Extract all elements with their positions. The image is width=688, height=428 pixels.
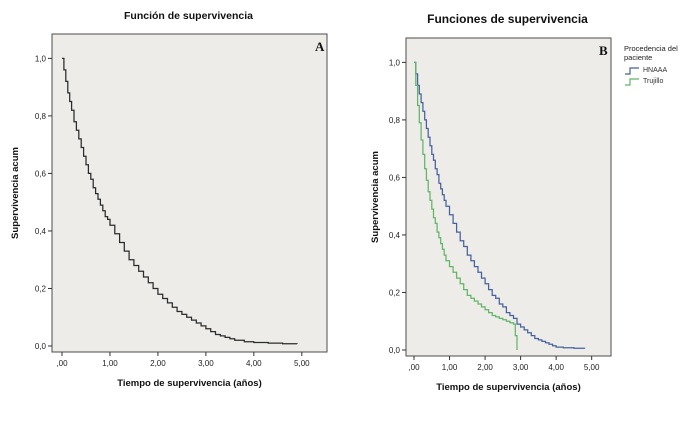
x-tick-label: 3,00 — [513, 363, 529, 372]
y-tick-label: 1,0 — [35, 54, 47, 63]
x-tick-label: 3,00 — [198, 359, 214, 368]
y-tick-label: 0,8 — [389, 116, 401, 125]
x-tick-label: 4,00 — [548, 363, 564, 372]
y-tick-label: 0,0 — [389, 346, 401, 355]
survival-curve-main — [62, 57, 298, 345]
y-tick-label: 0,6 — [35, 169, 47, 178]
survival-curve-trujillo — [414, 61, 518, 350]
y-tick-label: 0,6 — [389, 173, 401, 182]
x-tick-label: 5,00 — [294, 359, 310, 368]
panel-letter: A — [315, 39, 325, 54]
legend-swatch-trujillo — [625, 78, 639, 86]
chart-b-plot: ,00 1,00 2,00 3,00 4,00 5,00 0,0 0,2 0,4 0,6 0,8 1,… — [370, 37, 612, 393]
x-axis-label: Tiempo de supervivencia (años) — [436, 382, 580, 393]
y-tick-label: 0,8 — [35, 112, 47, 121]
y-tick-label: 0,0 — [35, 342, 47, 351]
x-tick-label: ,00 — [408, 363, 420, 372]
y-tick-label: 0,4 — [35, 227, 47, 236]
legend-label-hnaaa: HNAAA — [643, 66, 668, 74]
plot-area — [51, 33, 328, 353]
legend: Procedencia del paciente HNAAA Trujillo — [624, 44, 688, 87]
legend-item-trujillo: Trujillo — [624, 76, 688, 87]
x-tick-label: 2,00 — [150, 359, 166, 368]
legend-swatch-line — [625, 78, 639, 86]
y-tick-label: 0,2 — [389, 288, 401, 297]
plot-area — [405, 37, 612, 357]
y-axis-label: Supervivencia acum — [10, 147, 21, 239]
y-tick-label: 0,4 — [389, 231, 401, 240]
legend-title: Procedencia del paciente — [624, 44, 678, 62]
legend-swatch-line — [625, 67, 639, 75]
x-tick-label: 1,00 — [442, 363, 458, 372]
x-tick-label: 1,00 — [102, 359, 118, 368]
chart-panel-b: Funciones de supervivencia ,00 1,00 2,00 3,… — [366, 8, 688, 420]
chart-b-title: Funciones de supervivencia — [427, 12, 588, 26]
y-axis-label: Supervivencia acum — [370, 151, 381, 243]
chart-a-plot: ,00 1,00 2,00 3,00 4,00 5,00 0,0 0,2 0,4 0,6 0,8 1,… — [10, 33, 328, 389]
x-tick-label: 4,00 — [246, 359, 262, 368]
legend-label-trujillo: Trujillo — [643, 77, 664, 85]
y-tick-label: 0,2 — [35, 284, 47, 293]
x-axis-label: Tiempo de supervivencia (años) — [117, 378, 261, 389]
chart-panel-a: Función de supervivencia ,00 1,00 2,00 3,00… — [6, 8, 346, 416]
panel-letter: B — [599, 43, 608, 58]
x-tick-label: 5,00 — [584, 363, 600, 372]
legend-swatch-hnaaa — [625, 67, 639, 75]
y-tick-label: 1,0 — [389, 58, 401, 67]
survival-curve-hnaaa — [414, 61, 586, 349]
legend-item-hnaaa: HNAAA — [624, 65, 688, 76]
x-tick-label: ,00 — [56, 359, 68, 368]
x-tick-label: 2,00 — [477, 363, 493, 372]
chart-a-title: Función de supervivencia — [124, 10, 253, 22]
